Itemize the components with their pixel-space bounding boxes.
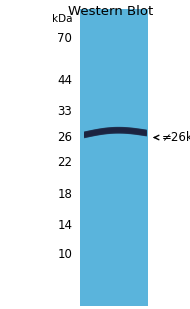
Text: 22: 22 [57, 156, 72, 169]
Text: 10: 10 [57, 248, 72, 261]
Text: 44: 44 [57, 74, 72, 87]
Text: ≠26kDa: ≠26kDa [162, 131, 190, 144]
Text: kDa: kDa [52, 14, 72, 23]
Text: 33: 33 [57, 105, 72, 118]
Text: 18: 18 [57, 188, 72, 201]
Text: Western Blot: Western Blot [68, 5, 153, 18]
Bar [80, 9, 148, 306]
Text: 26: 26 [57, 131, 72, 144]
Text: 70: 70 [57, 32, 72, 45]
Text: 14: 14 [57, 219, 72, 232]
